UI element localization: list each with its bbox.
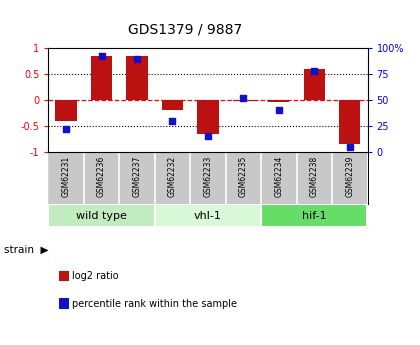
Bar: [268, 100, 289, 102]
Bar: [155, 204, 261, 227]
Bar: [339, 100, 360, 144]
Bar: [162, 100, 183, 110]
Text: GDS1379 / 9887: GDS1379 / 9887: [128, 22, 242, 36]
Text: GSM62235: GSM62235: [239, 156, 248, 197]
Point: [98, 53, 105, 58]
Bar: [197, 100, 218, 134]
Point: [311, 68, 318, 74]
Point: [169, 118, 176, 124]
Point: [240, 95, 247, 101]
Text: vhl-1: vhl-1: [194, 211, 222, 221]
Bar: [126, 56, 147, 100]
Bar: [91, 56, 112, 100]
Text: GSM62233: GSM62233: [203, 156, 213, 197]
Text: GSM62231: GSM62231: [62, 156, 71, 197]
Text: percentile rank within the sample: percentile rank within the sample: [72, 299, 237, 308]
Text: GSM62238: GSM62238: [310, 156, 319, 197]
Bar: [304, 69, 325, 100]
Text: GSM62237: GSM62237: [132, 156, 142, 197]
Point: [346, 144, 353, 149]
Text: wild type: wild type: [76, 211, 127, 221]
Text: log2 ratio: log2 ratio: [72, 271, 119, 281]
Text: strain  ▶: strain ▶: [4, 245, 49, 255]
Bar: [55, 100, 77, 121]
Text: GSM62234: GSM62234: [274, 156, 284, 197]
Bar: [261, 204, 368, 227]
Text: GSM62236: GSM62236: [97, 156, 106, 197]
Text: GSM62232: GSM62232: [168, 156, 177, 197]
Bar: [233, 100, 254, 101]
Bar: [48, 204, 155, 227]
Point: [276, 108, 282, 113]
Point: [134, 56, 140, 61]
Text: GSM62239: GSM62239: [345, 156, 354, 197]
Text: hif-1: hif-1: [302, 211, 327, 221]
Point: [205, 134, 211, 139]
Point: [63, 126, 69, 132]
